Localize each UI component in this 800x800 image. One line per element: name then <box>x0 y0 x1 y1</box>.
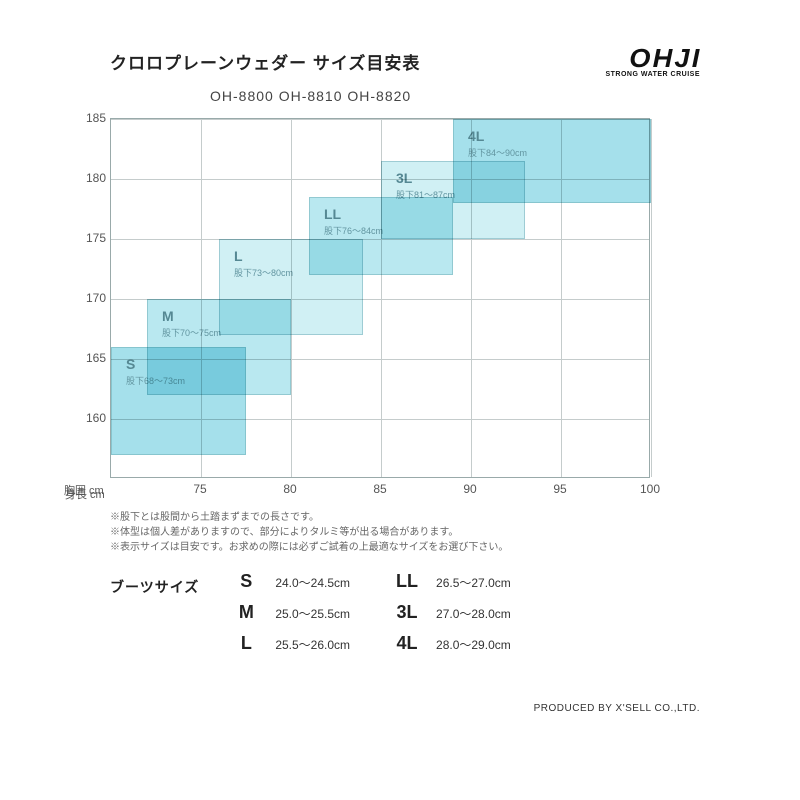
boots-size-value: 24.0～24.5cm <box>275 574 350 591</box>
x-axis-ticks: 胸囲 cm 7580859095100 <box>110 478 700 500</box>
x-tick-label: 90 <box>463 482 476 496</box>
y-tick-label: 180 <box>86 171 106 185</box>
boots-row: S 24.0～24.5cm <box>229 571 350 592</box>
y-tick-label: 175 <box>86 231 106 245</box>
boots-size-label: 4L <box>390 633 424 654</box>
size-label: 4L <box>468 128 644 144</box>
boots-size-table: ブーツサイズ S 24.0～24.5cm M 25.0～25.5cm L 25.5～26.… <box>110 571 700 654</box>
x-tick-label: 100 <box>640 482 660 496</box>
y-axis-ticks: 160165170175180185 <box>70 118 106 478</box>
boots-size-label: M <box>229 602 263 623</box>
size-chart: 160165170175180185 身長 cm S股下68～73cmM股下70… <box>110 118 700 500</box>
boots-size-value: 25.5～26.0cm <box>275 636 350 653</box>
x-axis-label: 胸囲 cm <box>64 482 104 498</box>
boots-size-value: 28.0～29.0cm <box>436 636 511 653</box>
boots-size-label: S <box>229 571 263 592</box>
producer-credit: PRODUCED BY X'SELL CO.,LTD. <box>534 703 700 714</box>
boots-size-label: 3L <box>390 602 424 623</box>
logo-main: OHJI <box>630 45 702 71</box>
boots-columns: S 24.0～24.5cm M 25.0～25.5cm L 25.5～26.0cm LL 26… <box>229 571 510 654</box>
y-tick-label: 165 <box>86 351 106 365</box>
y-tick-label: 185 <box>86 111 106 125</box>
boots-size-value: 26.5～27.0cm <box>436 574 511 591</box>
boots-row: M 25.0～25.5cm <box>229 602 350 623</box>
grid-line-v <box>651 119 652 477</box>
page-title: クロロプレーンウェダー サイズ目安表 <box>110 49 420 74</box>
boots-title: ブーツサイズ <box>110 571 199 597</box>
plot-area: S股下68～73cmM股下70～75cmL股下73～80cmLL股下76～84c… <box>110 118 650 478</box>
brand-logo: OHJI STRONG WATER CRUISE <box>605 45 700 78</box>
size-sublabel: 股下84～90cm <box>468 146 644 159</box>
boots-size-value: 25.0～25.5cm <box>275 605 350 622</box>
page: クロロプレーンウェダー サイズ目安表 OHJI STRONG WATER CRU… <box>110 45 700 654</box>
boots-row: LL 26.5～27.0cm <box>390 571 511 592</box>
boots-column: S 24.0～24.5cm M 25.0～25.5cm L 25.5～26.0cm <box>229 571 350 654</box>
boots-size-value: 27.0～28.0cm <box>436 605 511 622</box>
header: クロロプレーンウェダー サイズ目安表 OHJI STRONG WATER CRU… <box>110 45 700 78</box>
boots-row: 4L 28.0～29.0cm <box>390 633 511 654</box>
boots-row: 3L 27.0～28.0cm <box>390 602 511 623</box>
y-tick-label: 160 <box>86 411 106 425</box>
boots-column: LL 26.5～27.0cm 3L 27.0～28.0cm 4L 28.0～29.0cm <box>390 571 511 654</box>
boots-size-label: L <box>229 633 263 654</box>
y-tick-label: 170 <box>86 291 106 305</box>
footnote-line: ※股下とは股間から土踏まずまでの長さです。 <box>110 510 700 525</box>
x-tick-label: 95 <box>553 482 566 496</box>
footnotes: ※股下とは股間から土踏まずまでの長さです。※体型は個人差がありますので、部分によ… <box>110 510 700 555</box>
footnote-line: ※表示サイズは目安です。お求めの際には必ずご試着の上最適なサイズをお選び下さい。 <box>110 540 700 555</box>
x-tick-label: 85 <box>373 482 386 496</box>
boots-row: L 25.5～26.0cm <box>229 633 350 654</box>
size-box-4l: 4L 股下84～90cm <box>453 119 651 203</box>
x-tick-label: 80 <box>283 482 296 496</box>
x-tick-label: 75 <box>193 482 206 496</box>
footnote-line: ※体型は個人差がありますので、部分によりタルミ等が出る場合があります。 <box>110 525 700 540</box>
model-numbers: OH-8800 OH-8810 OH-8820 <box>210 88 700 104</box>
boots-size-label: LL <box>390 571 424 592</box>
